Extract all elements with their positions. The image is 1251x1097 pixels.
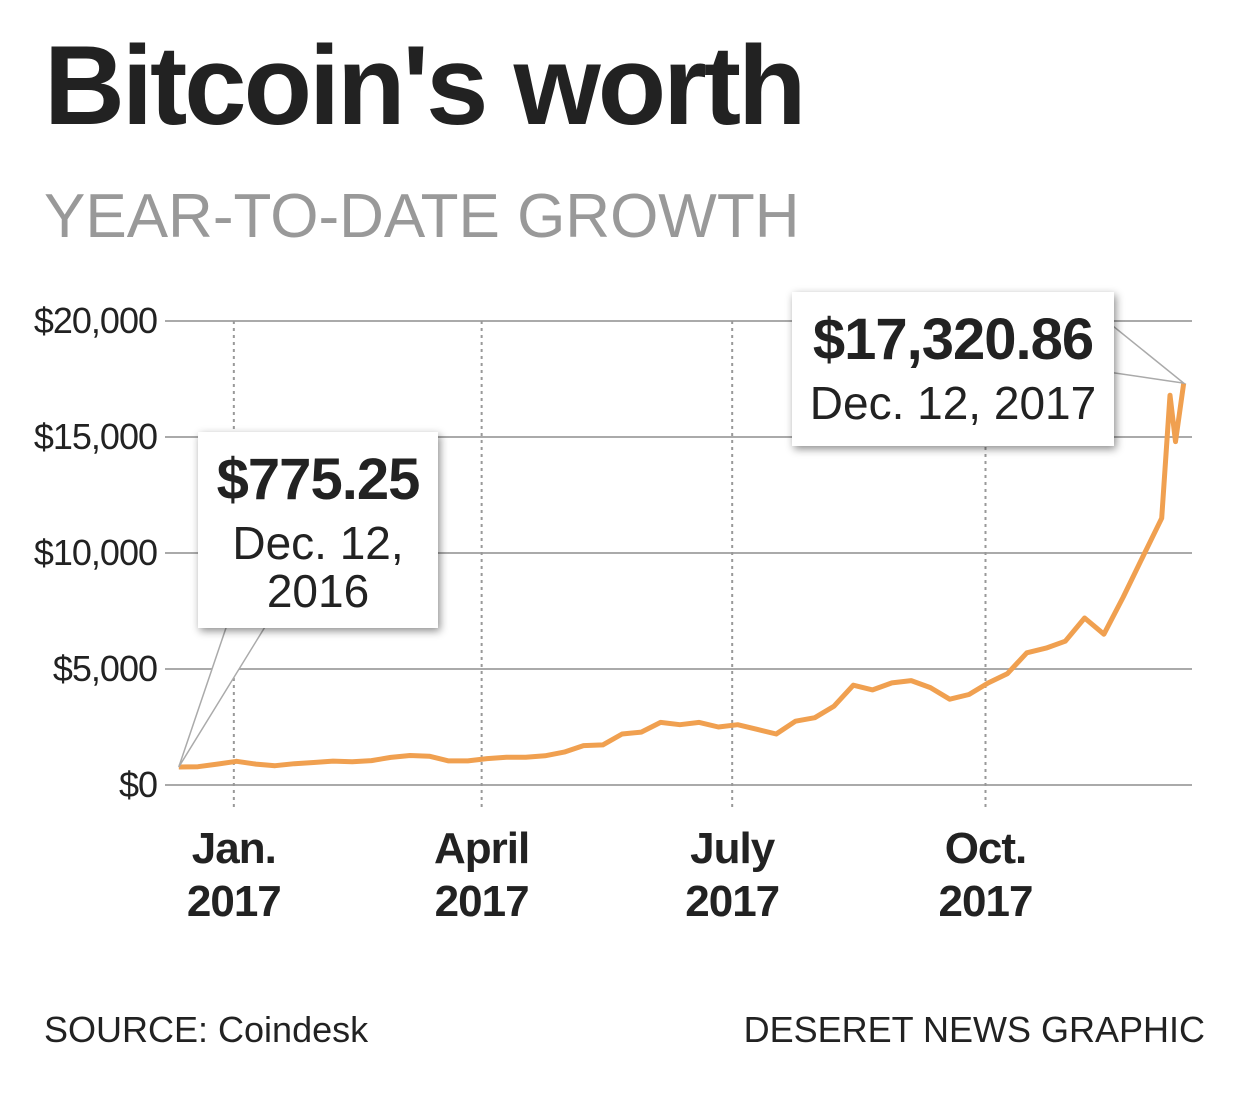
y-tick-label: $15,000 [33, 416, 158, 457]
callout: $17,320.86 Dec. 12, 2017 [792, 292, 1114, 446]
chart-title: Bitcoin's worth [44, 23, 806, 148]
callout-pointer [1107, 320, 1187, 385]
callout-value: $17,320.86 [812, 307, 1094, 372]
source: SOURCE: Coindesk [44, 1009, 369, 1050]
y-tick-label: $5,000 [52, 648, 158, 689]
y-tick-label: $20,000 [33, 300, 158, 341]
x-tick-label: April 2017 [434, 824, 530, 926]
x-tick-label: Oct. 2017 [938, 824, 1034, 926]
credit: DESERET NEWS GRAPHIC [743, 1009, 1205, 1050]
callout-value: $775.25 [216, 447, 421, 512]
data-line [178, 382, 1187, 770]
x-tick-label: Jan. 2017 [186, 824, 282, 926]
callout: $775.25 Dec. 12, 2016 [198, 432, 438, 628]
callout-pointer [178, 621, 270, 768]
y-tick-label: $0 [118, 764, 158, 805]
chart-subtitle: YEAR-TO-DATE GROWTH [44, 182, 800, 251]
callout-date: Dec. 12, 2016 [232, 517, 404, 618]
y-tick-label: $10,000 [33, 532, 158, 573]
x-tick-label: July 2017 [685, 824, 780, 926]
callout-date: Dec. 12, 2017 [809, 377, 1097, 429]
